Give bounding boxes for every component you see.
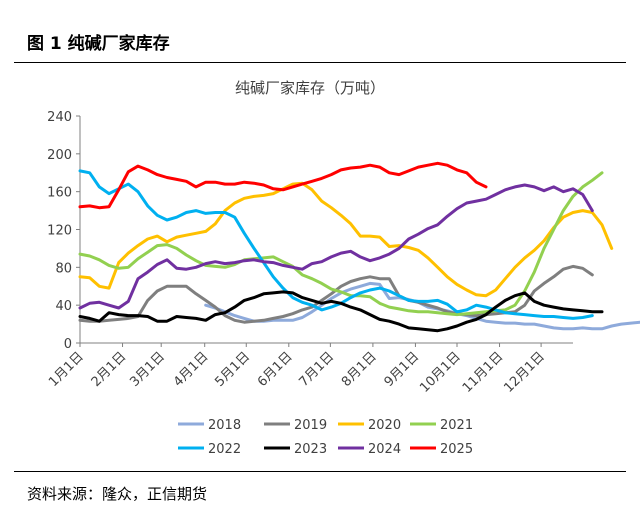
y-tick-label: 0 <box>64 337 72 352</box>
x-tick-label: 2月1日 <box>89 349 130 390</box>
x-tick-label: 8月1日 <box>339 349 380 390</box>
top-rule <box>14 62 626 63</box>
y-tick-label: 200 <box>47 148 72 163</box>
series-line-2018 <box>204 281 640 331</box>
x-tick-label: 12月1日 <box>501 349 548 396</box>
legend-label-2018: 2018 <box>208 418 241 433</box>
bottom-rule <box>14 471 626 472</box>
y-tick-label: 80 <box>55 261 72 276</box>
series-line-2024 <box>78 183 594 310</box>
legend: 2018 2019 2020 2021 2022 2023 2024 2025 <box>178 418 473 457</box>
figure-title: 图 1 纯碱厂家库存 <box>27 34 170 54</box>
legend-label-2021: 2021 <box>440 418 473 433</box>
chart: 纯碱厂家库存（万吨） 0 40 80 120 160 200 240 1月1日 2月1日3月1日… <box>46 79 640 457</box>
x-tick-label: 5月1日 <box>212 349 253 390</box>
x-tick-label: 4月1日 <box>171 349 212 390</box>
x-tick-label: 3月1日 <box>127 349 168 390</box>
legend-label-2023: 2023 <box>294 442 327 457</box>
legend-label-2019: 2019 <box>294 418 327 433</box>
legend-label-2025: 2025 <box>440 442 473 457</box>
x-tick-label: 9月1日 <box>382 349 423 390</box>
y-tick-label: 40 <box>55 299 72 314</box>
series-lines <box>78 161 640 333</box>
x-tick-label: 1月1日 <box>46 349 87 390</box>
y-tick-label: 120 <box>47 224 72 239</box>
chart-title: 纯碱厂家库存（万吨） <box>235 79 385 97</box>
x-tick-label: 7月1日 <box>297 349 338 390</box>
x-tick-label: 6月1日 <box>255 349 296 390</box>
y-tick-label: 160 <box>47 186 72 201</box>
legend-label-2022: 2022 <box>208 442 241 457</box>
series-line-2025 <box>78 161 488 210</box>
series-line-2021 <box>78 171 604 317</box>
legend-label-2024: 2024 <box>368 442 401 457</box>
legend-label-2020: 2020 <box>368 418 401 433</box>
y-tick-label: 240 <box>47 110 72 125</box>
series-line-2023 <box>78 290 604 333</box>
source-note: 资料来源：隆众，正信期货 <box>27 485 208 503</box>
series-line-2022 <box>78 169 594 320</box>
x-tick-label: 10月1日 <box>417 349 464 396</box>
series-line-2020 <box>78 181 614 298</box>
x-tick-label: 11月1日 <box>460 349 507 396</box>
